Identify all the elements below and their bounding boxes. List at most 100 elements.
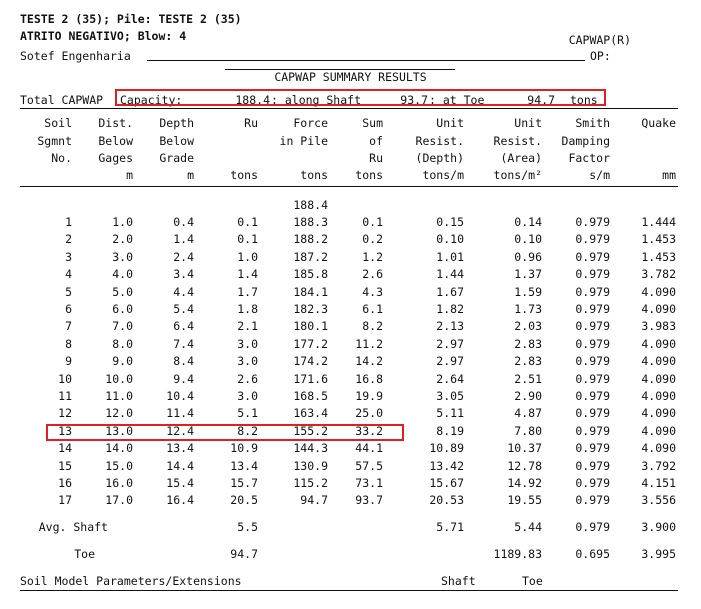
column-header-10-unit: mm (662, 168, 676, 182)
column-header-4-l1: Ru (244, 116, 258, 130)
table-row-16-col-10: 4.151 (641, 476, 676, 490)
toe-label: ; at Toe (429, 93, 485, 107)
table-row-14-col-10: 4.090 (641, 441, 676, 455)
table-row-12-col-3: 11.4 (166, 406, 194, 420)
table-row-10-col-3: 9.4 (173, 372, 194, 386)
capacity-underline (20, 108, 678, 109)
column-header-5-unit: tons (300, 168, 328, 182)
capacity-highlight-box (115, 89, 606, 106)
column-header-8-l3: (Area) (500, 151, 542, 165)
table-row-6-col-7: 1.82 (436, 302, 464, 316)
table-row-12-col-8: 4.87 (514, 406, 542, 420)
table-row-2-col-9: 0.979 (575, 232, 610, 246)
table-row-2-col-8: 0.10 (514, 232, 542, 246)
table-row-12-col-4: 5.1 (237, 406, 258, 420)
column-header-8-l1: Unit (514, 116, 542, 130)
table-row-11-col-9: 0.979 (575, 389, 610, 403)
table-row-15-col-8: 12.78 (507, 459, 542, 473)
table-row-7-col-1: 7 (65, 319, 72, 333)
table-row-7-col-6: 8.2 (362, 319, 383, 333)
table-row-3-col-9: 0.979 (575, 250, 610, 264)
table-row-5-col-6: 4.3 (362, 285, 383, 299)
report-title-text: CAPWAP SUMMARY RESULTS (274, 70, 427, 84)
table-row-2-col-4: 0.1 (237, 232, 258, 246)
table-row-17-col-9: 0.979 (575, 493, 610, 507)
table-row-6-col-4: 1.8 (237, 302, 258, 316)
table-row-14-col-6: 44.1 (355, 441, 383, 455)
table-row-6-col-8: 1.73 (514, 302, 542, 316)
column-header-7-l1: Unit (436, 116, 464, 130)
table-row-17-col-6: 93.7 (355, 493, 383, 507)
table-row-9-col-7: 2.97 (436, 354, 464, 368)
header-line-1: TESTE 2 (35); Pile: TESTE 2 (35) (20, 12, 242, 26)
table-row-7-col-2: 7.0 (112, 319, 133, 333)
table-row-3-col-5: 187.2 (293, 250, 328, 264)
table-row-15-col-10: 3.792 (641, 459, 676, 473)
table-row-12-col-1: 12 (58, 406, 72, 420)
table-row-9-col-3: 8.4 (173, 354, 194, 368)
avg-shaft-ru: 5.5 (237, 520, 258, 534)
table-row-6-col-3: 5.4 (173, 302, 194, 316)
table-row-11-col-8: 2.90 (514, 389, 542, 403)
table-row-1-col-3: 0.4 (173, 215, 194, 229)
table-row-13-col-5: 155.2 (293, 424, 328, 438)
toe-row-ru: 94.7 (230, 547, 258, 561)
table-row-9-col-10: 4.090 (641, 354, 676, 368)
column-header-2-l2: Below (98, 134, 133, 148)
table-row-8-col-2: 8.0 (112, 337, 133, 351)
table-row-7-col-10: 3.983 (641, 319, 676, 333)
table-row-4-col-3: 3.4 (173, 267, 194, 281)
table-row-3-col-10: 1.453 (641, 250, 676, 264)
table-row-7-col-7: 2.13 (436, 319, 464, 333)
table-row-1-col-2: 1.0 (112, 215, 133, 229)
column-header-9-l1: Smith (575, 116, 610, 130)
table-row-12-col-7: 5.11 (436, 406, 464, 420)
table-row-11-col-1: 11 (58, 389, 72, 403)
table-row-14-col-9: 0.979 (575, 441, 610, 455)
table-row-15-col-9: 0.979 (575, 459, 610, 473)
table-row-5-col-2: 5.0 (112, 285, 133, 299)
column-header-8-l2: Resist. (493, 134, 542, 148)
column-header-1-l2: Sgmnt (37, 134, 72, 148)
column-header-7-unit: tons/m (422, 168, 464, 182)
footer-label: Soil Model Parameters/Extensions (20, 574, 242, 588)
capacity-shaft: 93.7 (400, 93, 428, 107)
table-row-16-col-9: 0.979 (575, 476, 610, 490)
table-row-6-col-9: 0.979 (575, 302, 610, 316)
table-row-12-col-9: 0.979 (575, 406, 610, 420)
table-row-4-col-10: 3.782 (641, 267, 676, 281)
table-row-1-col-7: 0.15 (436, 215, 464, 229)
table-row-3-col-3: 2.4 (173, 250, 194, 264)
header-bottom-rule (20, 186, 678, 187)
table-row-11-col-10: 4.090 (641, 389, 676, 403)
table-row-5-col-9: 0.979 (575, 285, 610, 299)
table-row-5-col-3: 4.4 (173, 285, 194, 299)
column-header-9-l2: Damping (561, 134, 610, 148)
column-header-7-l2: Resist. (415, 134, 464, 148)
table-row-5-col-4: 1.7 (237, 285, 258, 299)
table-row-13-col-3: 12.4 (166, 424, 194, 438)
table-row-7-col-3: 6.4 (173, 319, 194, 333)
table-row-11-col-3: 10.4 (166, 389, 194, 403)
table-row-15-col-2: 15.0 (105, 459, 133, 473)
toe-row-quake: 3.995 (641, 547, 676, 561)
table-row-10-col-2: 10.0 (105, 372, 133, 386)
table-row-10-col-10: 4.090 (641, 372, 676, 386)
table-row-15-col-5: 130.9 (293, 459, 328, 473)
table-row-8-col-6: 11.2 (355, 337, 383, 351)
table-row-5-col-1: 5 (65, 285, 72, 299)
toe-row-unit-area: 1189.83 (493, 547, 542, 561)
table-row-14-col-4: 10.9 (230, 441, 258, 455)
table-row-5-col-8: 1.59 (514, 285, 542, 299)
table-row-9-col-6: 14.2 (355, 354, 383, 368)
column-header-3-l2: Below (159, 134, 194, 148)
avg-shaft-damping: 0.979 (575, 520, 610, 534)
table-row-4-col-7: 1.44 (436, 267, 464, 281)
table-row-13-col-2: 13.0 (105, 424, 133, 438)
avg-shaft-unit-area: 5.44 (514, 520, 542, 534)
table-row-4-col-1: 4 (65, 267, 72, 281)
table-row-2-col-5: 188.2 (293, 232, 328, 246)
table-row-7-col-4: 2.1 (237, 319, 258, 333)
table-row-8-col-1: 8 (65, 337, 72, 351)
